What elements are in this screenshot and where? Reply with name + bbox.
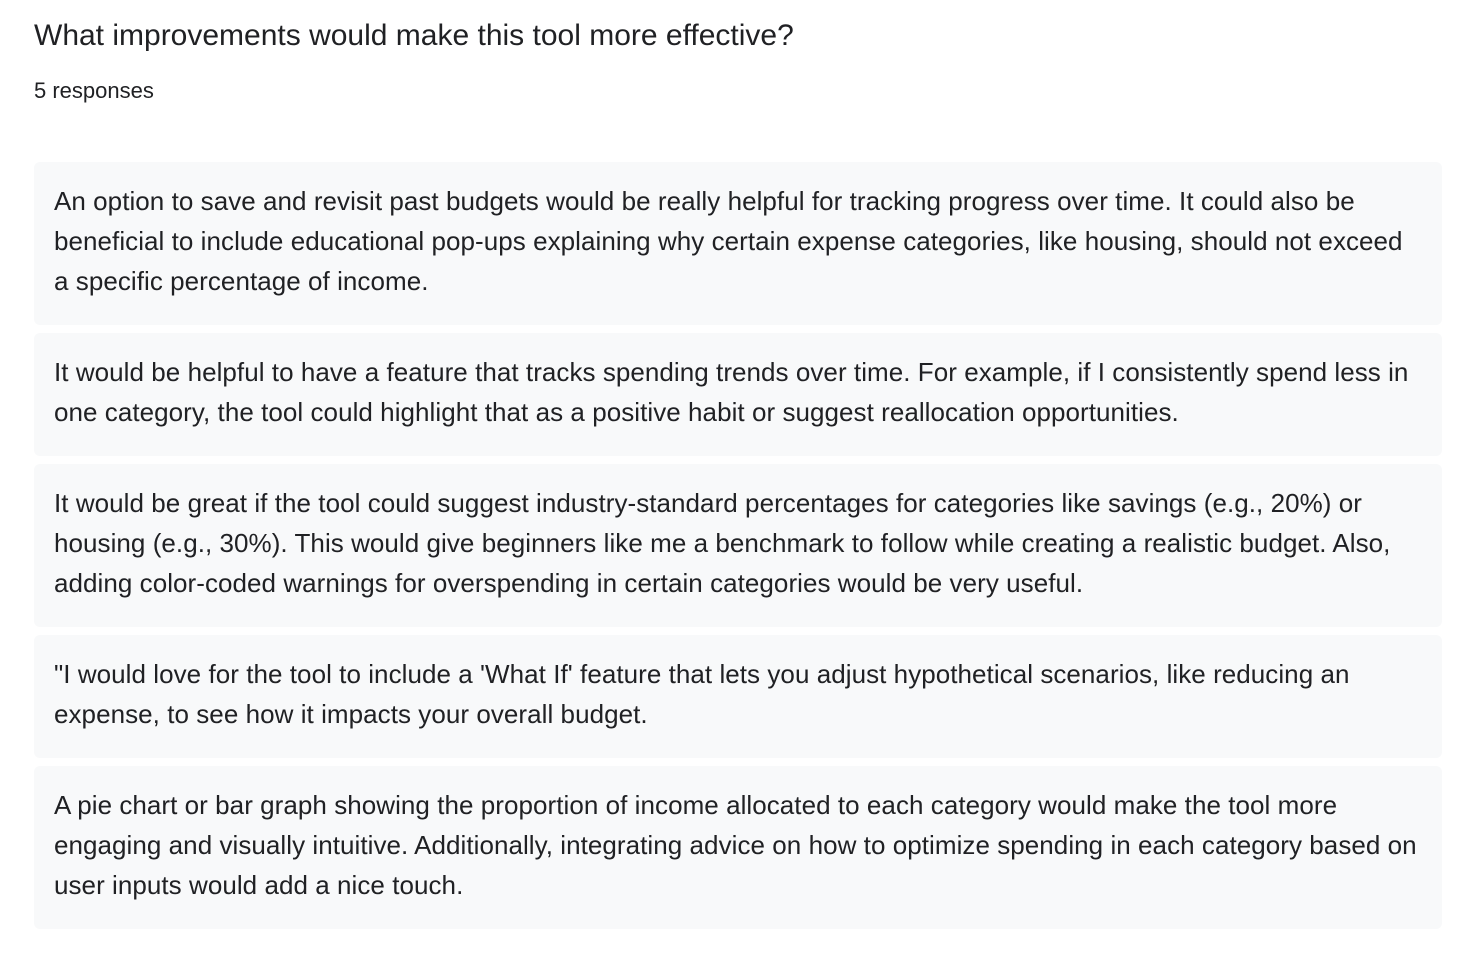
response-list[interactable]: An option to save and revisit past budge… — [34, 162, 1442, 937]
response-text: "I would love for the tool to include a … — [54, 659, 1350, 729]
response-item: An option to save and revisit past budge… — [34, 162, 1442, 325]
response-item: It would be great if the tool could sugg… — [34, 464, 1442, 627]
response-item: A pie chart or bar graph showing the pro… — [34, 766, 1442, 929]
response-item: It would be helpful to have a feature th… — [34, 333, 1442, 456]
response-item: "I would love for the tool to include a … — [34, 635, 1442, 758]
question-summary: What improvements would make this tool m… — [34, 0, 1442, 956]
response-count: 5 responses — [34, 78, 154, 103]
response-text: A pie chart or bar graph showing the pro… — [54, 790, 1417, 900]
question-title: What improvements would make this tool m… — [34, 19, 794, 52]
response-text: It would be great if the tool could sugg… — [54, 488, 1391, 598]
response-text: It would be helpful to have a feature th… — [54, 357, 1409, 427]
response-text: An option to save and revisit past budge… — [54, 186, 1403, 296]
